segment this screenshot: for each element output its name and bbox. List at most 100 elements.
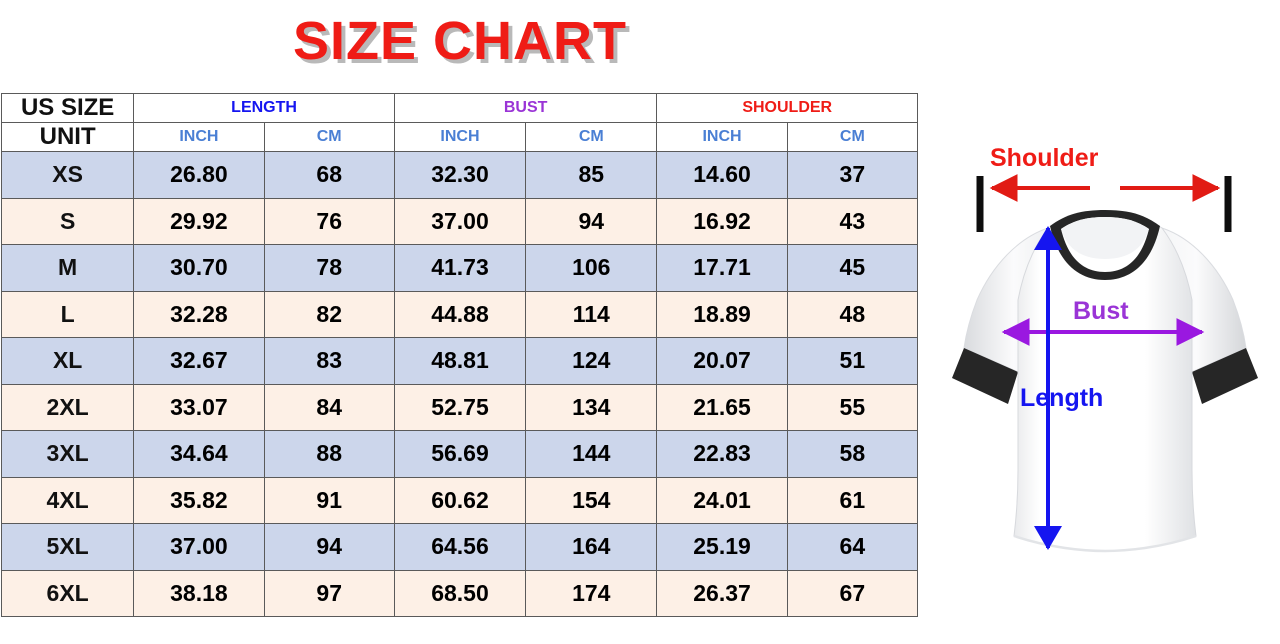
cell-shoulder-inch: 17.71	[656, 244, 788, 292]
cell-bust-inch: 48.81	[393, 337, 527, 385]
cell-shoulder-cm: 61	[786, 476, 919, 524]
cell-shoulder-cm: 37	[786, 151, 919, 199]
cell-bust-cm: 164	[525, 523, 658, 571]
cell-length-inch: 37.00	[133, 523, 265, 571]
cell-size: 5XL	[0, 523, 135, 571]
cell-bust-cm: 144	[525, 430, 658, 478]
cell-length-cm: 94	[263, 523, 395, 571]
cell-bust-cm: 154	[525, 476, 658, 524]
table-unit-header-row: UNIT INCH CM INCH CM INCH CM	[0, 122, 919, 152]
header-length: LENGTH	[133, 93, 395, 123]
cell-length-inch: 26.80	[133, 151, 265, 199]
header-shoulder-inch: INCH	[656, 122, 788, 152]
cell-shoulder-cm: 55	[786, 383, 919, 431]
cell-bust-cm: 174	[525, 569, 658, 617]
cell-length-cm: 97	[263, 569, 395, 617]
cell-bust-inch: 60.62	[393, 476, 527, 524]
cell-shoulder-cm: 58	[786, 430, 919, 478]
tshirt-measurement-diagram: Shoulder Bust Length	[930, 0, 1280, 644]
table-row: 5XL 37.00 94 64.56 164 25.19 64	[0, 523, 919, 571]
cell-bust-inch: 64.56	[393, 523, 527, 571]
table-group-header-row: US SIZE LENGTH BUST SHOULDER	[0, 93, 918, 123]
cell-length-inch: 32.28	[133, 290, 265, 338]
cell-length-inch: 30.70	[133, 244, 265, 292]
cell-bust-cm: 134	[525, 383, 658, 431]
cell-length-inch: 29.92	[133, 197, 265, 245]
cell-size: M	[0, 244, 135, 292]
cell-size: S	[0, 197, 135, 245]
header-length-cm: CM	[263, 122, 395, 152]
cell-shoulder-inch: 21.65	[656, 383, 788, 431]
cell-shoulder-inch: 22.83	[656, 430, 788, 478]
header-us-size: US SIZE	[0, 93, 135, 123]
cell-bust-inch: 56.69	[393, 430, 527, 478]
page-title: SIZE CHART	[293, 11, 627, 71]
cell-length-cm: 91	[263, 476, 395, 524]
table-row: 3XL 34.64 88 56.69 144 22.83 58	[0, 430, 919, 478]
table-row: 2XL 33.07 84 52.75 134 21.65 55	[0, 383, 919, 431]
header-bust: BUST	[393, 93, 658, 123]
cell-length-inch: 33.07	[133, 383, 265, 431]
header-shoulder: SHOULDER	[656, 93, 918, 123]
cell-shoulder-inch: 14.60	[656, 151, 788, 199]
tshirt-illustration	[952, 174, 1258, 553]
cell-size: XS	[0, 151, 135, 199]
table-row: XL 32.67 83 48.81 124 20.07 51	[0, 337, 919, 385]
cell-bust-cm: 124	[525, 337, 658, 385]
cell-bust-cm: 106	[525, 244, 658, 292]
cell-bust-inch: 52.75	[393, 383, 527, 431]
length-label: Length	[1020, 384, 1104, 412]
cell-bust-cm: 94	[525, 197, 658, 245]
cell-length-cm: 82	[263, 290, 395, 338]
cell-length-inch: 32.67	[133, 337, 265, 385]
header-bust-inch: INCH	[393, 122, 527, 152]
cell-length-cm: 68	[263, 151, 395, 199]
cell-length-inch: 35.82	[133, 476, 265, 524]
cell-length-inch: 38.18	[133, 569, 265, 617]
left-cuff	[952, 348, 1018, 404]
table-row: 4XL 35.82 91 60.62 154 24.01 61	[0, 476, 919, 524]
table-row: L 32.28 82 44.88 114 18.89 48	[0, 290, 919, 338]
table-row: S 29.92 76 37.00 94 16.92 43	[0, 197, 919, 245]
cell-length-cm: 78	[263, 244, 395, 292]
cell-shoulder-inch: 20.07	[656, 337, 788, 385]
cell-bust-inch: 32.30	[393, 151, 527, 199]
cell-length-cm: 76	[263, 197, 395, 245]
shoulder-label: Shoulder	[990, 144, 1099, 172]
cell-size: 2XL	[0, 383, 135, 431]
cell-size: 4XL	[0, 476, 135, 524]
header-unit: UNIT	[0, 122, 135, 152]
cell-shoulder-inch: 25.19	[656, 523, 788, 571]
cell-shoulder-cm: 51	[786, 337, 919, 385]
right-cuff	[1192, 348, 1258, 404]
cell-bust-cm: 114	[525, 290, 658, 338]
cell-shoulder-inch: 26.37	[656, 569, 788, 617]
cell-shoulder-cm: 64	[786, 523, 919, 571]
table-row: M 30.70 78 41.73 106 17.71 45	[0, 244, 919, 292]
size-chart-body: XS 26.80 68 32.30 85 14.60 37 S 29.92 76 37.00 94 16…	[0, 151, 919, 617]
cell-bust-inch: 68.50	[393, 569, 527, 617]
cell-bust-inch: 44.88	[393, 290, 527, 338]
cell-size: 3XL	[0, 430, 135, 478]
cell-shoulder-cm: 67	[786, 569, 919, 617]
table-row: 6XL 38.18 97 68.50 174 26.37 67	[0, 569, 919, 617]
cell-bust-inch: 41.73	[393, 244, 527, 292]
header-shoulder-cm: CM	[786, 122, 919, 152]
collar-inner-shade	[1061, 217, 1149, 259]
cell-shoulder-inch: 16.92	[656, 197, 788, 245]
shoulder-measure-group	[976, 174, 1232, 232]
bust-label: Bust	[1073, 297, 1129, 325]
header-length-inch: INCH	[133, 122, 265, 152]
tshirt-shape	[952, 210, 1258, 553]
cell-shoulder-inch: 24.01	[656, 476, 788, 524]
cell-size: XL	[0, 337, 135, 385]
cell-shoulder-cm: 48	[786, 290, 919, 338]
cell-length-inch: 34.64	[133, 430, 265, 478]
cell-length-cm: 83	[263, 337, 395, 385]
cell-bust-cm: 85	[525, 151, 658, 199]
table-row: XS 26.80 68 32.30 85 14.60 37	[0, 151, 919, 199]
cell-length-cm: 88	[263, 430, 395, 478]
header-bust-cm: CM	[525, 122, 658, 152]
cell-length-cm: 84	[263, 383, 395, 431]
cell-shoulder-cm: 43	[786, 197, 919, 245]
